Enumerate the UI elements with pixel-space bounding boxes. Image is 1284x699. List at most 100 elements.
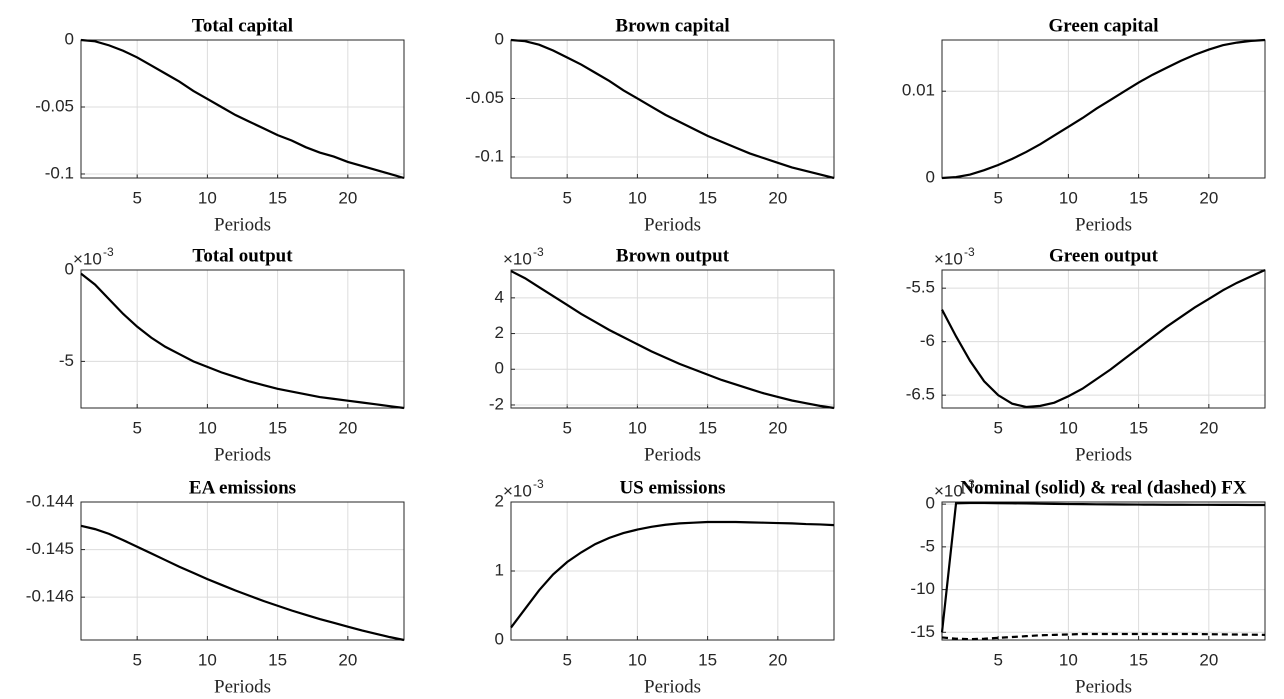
series-line — [80, 38, 405, 180]
y-tick-label: 0 — [926, 494, 935, 513]
x-axis-label: Periods — [644, 214, 701, 235]
y-tick-label: -0.146 — [26, 587, 74, 606]
subplot-title: US emissions — [619, 477, 725, 498]
series-line — [510, 38, 835, 180]
y-multiplier: ×10 — [934, 481, 963, 500]
y-tick-label: 4 — [495, 287, 504, 306]
x-tick-label: 10 — [1059, 188, 1078, 207]
axes-frame — [941, 269, 1266, 409]
x-tick-label: 5 — [562, 650, 571, 669]
axes-frame — [941, 501, 1266, 641]
x-tick-label: 20 — [1199, 418, 1218, 437]
axes-frame — [510, 501, 835, 641]
subplot-title: Brown output — [616, 245, 730, 266]
subplot-title: EA emissions — [189, 477, 296, 498]
series-line — [510, 270, 835, 410]
x-tick-label: 10 — [198, 188, 217, 207]
y-tick-label: -0.1 — [475, 146, 504, 165]
y-tick-label: 0 — [926, 167, 935, 186]
subplot-title: Green output — [1049, 245, 1159, 266]
axes-frame — [941, 39, 1266, 179]
x-tick-label: 10 — [198, 418, 217, 437]
y-tick-label: 0 — [495, 629, 504, 648]
y-tick-label: -0.144 — [26, 491, 74, 510]
y-multiplier: ×10 — [503, 481, 532, 500]
axes-box — [941, 501, 1266, 641]
x-axis-label: Periods — [1075, 444, 1132, 465]
y-tick-label: 0 — [65, 259, 74, 278]
subplot-title: Total capital — [192, 15, 293, 36]
y-tick-label: 0 — [65, 29, 74, 48]
series-line — [80, 272, 405, 410]
x-tick-label: 15 — [698, 418, 717, 437]
axes-box — [80, 269, 405, 409]
x-tick-label: 5 — [993, 188, 1002, 207]
y-tick-label: -5 — [920, 536, 935, 555]
x-tick-label: 20 — [338, 188, 357, 207]
y-tick-label: -2 — [489, 394, 504, 413]
x-tick-label: 15 — [1129, 650, 1148, 669]
y-multiplier-exponent: -3 — [533, 477, 544, 491]
series-line — [940, 501, 1265, 633]
x-tick-label: 10 — [628, 418, 647, 437]
x-tick-label: 15 — [268, 418, 287, 437]
series-line — [941, 38, 1266, 180]
subplot-title: Brown capital — [615, 15, 729, 36]
axes-frame — [80, 501, 405, 641]
axes-box — [941, 39, 1266, 179]
x-tick-label: 5 — [993, 418, 1002, 437]
axes-box — [941, 269, 1266, 409]
y-tick-label: -15 — [910, 622, 935, 641]
x-tick-label: 20 — [338, 418, 357, 437]
y-tick-label: 0 — [495, 359, 504, 378]
x-axis-label: Periods — [1075, 676, 1132, 697]
axes-frame — [510, 39, 835, 179]
x-tick-label: 10 — [198, 650, 217, 669]
x-tick-label: 15 — [698, 650, 717, 669]
axes-box — [510, 39, 835, 179]
x-tick-label: 15 — [698, 188, 717, 207]
x-axis-label: Periods — [214, 676, 271, 697]
y-tick-label: 1 — [495, 560, 504, 579]
x-tick-label: 20 — [768, 188, 787, 207]
axes-frame — [510, 269, 835, 409]
x-tick-label: 5 — [132, 650, 141, 669]
x-tick-label: 15 — [268, 650, 287, 669]
y-tick-label: -0.145 — [26, 539, 74, 558]
y-tick-label: -0.1 — [45, 163, 74, 182]
y-tick-label: -6 — [920, 331, 935, 350]
series-line — [80, 524, 405, 642]
subplot-title: Total output — [192, 245, 293, 266]
x-tick-label: 20 — [768, 650, 787, 669]
y-tick-label: -0.05 — [35, 96, 74, 115]
x-tick-label: 20 — [1199, 188, 1218, 207]
x-axis-label: Periods — [644, 676, 701, 697]
x-tick-label: 10 — [1059, 650, 1078, 669]
x-tick-label: 5 — [562, 188, 571, 207]
y-multiplier-exponent: -3 — [533, 245, 544, 259]
y-multiplier-exponent: -3 — [964, 477, 975, 491]
y-multiplier: ×10 — [503, 249, 532, 268]
y-tick-label: 0 — [495, 29, 504, 48]
x-tick-label: 15 — [1129, 188, 1148, 207]
y-multiplier-exponent: -3 — [964, 245, 975, 259]
y-tick-label: -5.5 — [906, 278, 935, 297]
y-tick-label: 2 — [495, 323, 504, 342]
x-tick-label: 15 — [1129, 418, 1148, 437]
y-multiplier-exponent: -3 — [103, 245, 114, 259]
y-tick-label: -10 — [910, 579, 935, 598]
axes-box — [510, 269, 835, 409]
y-tick-label: -5 — [59, 351, 74, 370]
x-tick-label: 15 — [268, 188, 287, 207]
x-tick-label: 5 — [993, 650, 1002, 669]
x-tick-label: 5 — [132, 188, 141, 207]
x-tick-label: 5 — [132, 418, 141, 437]
x-tick-label: 10 — [1059, 418, 1078, 437]
x-tick-label: 10 — [628, 188, 647, 207]
x-axis-label: Periods — [644, 444, 701, 465]
y-tick-label: 2 — [495, 491, 504, 510]
y-tick-label: -6.5 — [906, 385, 935, 404]
series-line — [941, 632, 1266, 641]
subplot-title: Green capital — [1049, 15, 1159, 36]
series-line — [510, 520, 835, 629]
